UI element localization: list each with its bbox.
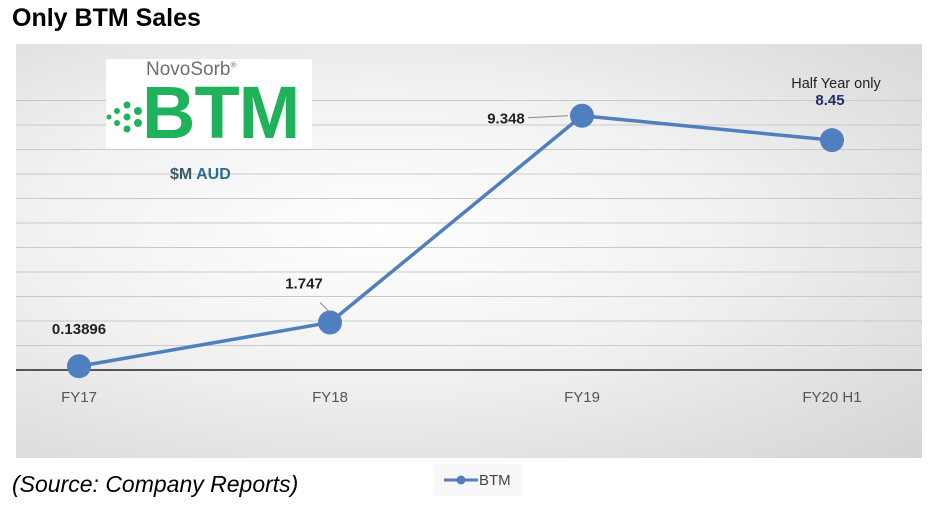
data-label: 8.45 [815,92,844,109]
logo-registered-mark: ® [230,60,237,70]
page-title: Only BTM Sales [12,4,201,32]
unit-code: AUD [196,166,231,183]
unit-currency: $M [170,166,193,183]
data-label: 9.348 [487,111,525,128]
novosorb-btm-logo: NovoSorb® BTM [106,59,312,154]
x-tick-label: FY20 H1 [802,389,861,406]
logo-product-text: BTM [142,71,300,154]
logo-brand-name: NovoSorb [146,59,231,80]
x-tick-label: FY17 [61,389,97,406]
data-label: 1.747 [285,275,323,292]
source-note: (Source: Company Reports) [12,471,299,497]
data-point [820,128,844,153]
unit-label: $M AUD [170,166,231,184]
data-label-leader [527,115,569,119]
x-tick-label: FY18 [312,389,348,406]
data-label-leader [319,302,331,313]
data-label: 0.13896 [52,321,106,338]
legend: BTM [434,464,522,496]
series-line-btm [78,113,833,368]
x-tick-label: FY19 [564,389,600,406]
data-point [318,310,342,335]
chart-svg: FY17 FY18 FY19 FY20 H1 0.13896 1.747 9.348 8.45… [16,76,922,406]
logo-brand-text: NovoSorb® [146,59,236,81]
legend-line-marker-icon [444,475,478,485]
annotation-half-year: Half Year only [791,76,881,92]
legend-label: BTM [479,472,511,489]
data-point [67,354,91,379]
data-point [570,103,594,128]
logo-dots-icon [106,101,142,133]
